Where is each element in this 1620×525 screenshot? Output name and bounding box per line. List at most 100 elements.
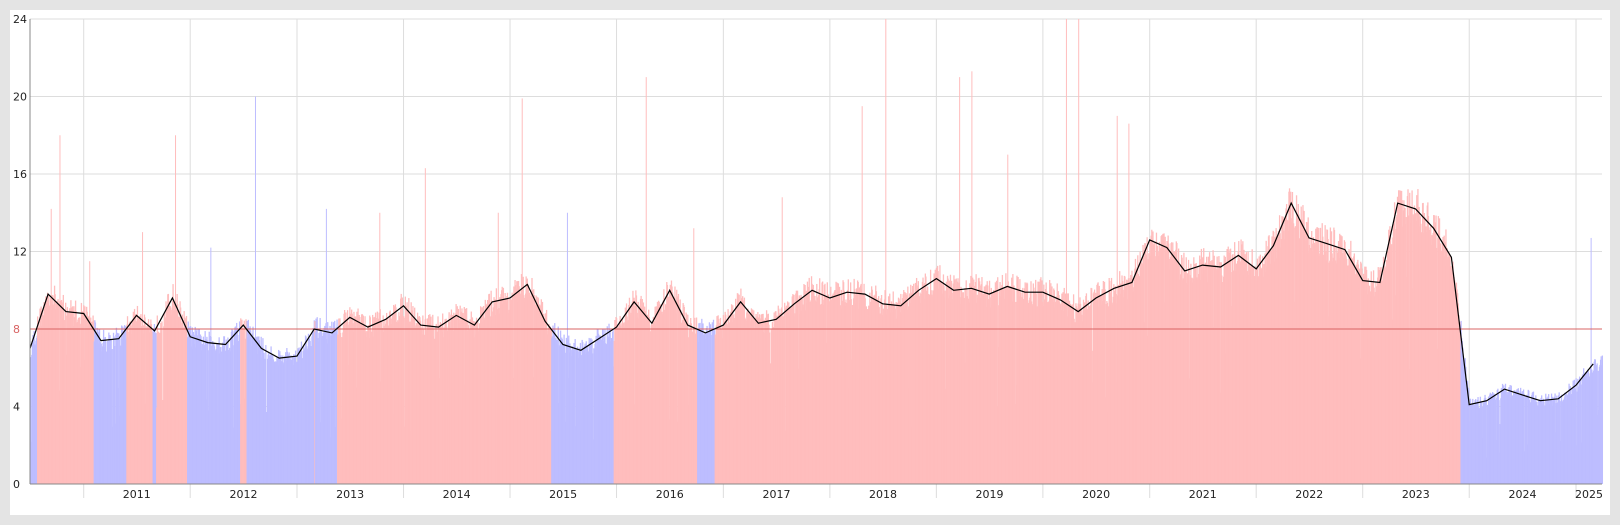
daily-bar (944, 290, 946, 484)
daily-bar (732, 314, 734, 484)
daily-bar (232, 345, 234, 484)
daily-bar (1498, 400, 1500, 484)
daily-bar (574, 339, 576, 484)
daily-bar (845, 299, 847, 484)
daily-bar (300, 341, 303, 484)
daily-bar (1106, 302, 1109, 484)
bar-layer (30, 19, 1604, 485)
spike-bar (885, 19, 887, 484)
spike-bar (1078, 19, 1080, 484)
spike-bar (1116, 115, 1118, 484)
daily-bar (111, 349, 113, 484)
daily-bar (391, 313, 394, 484)
x-year-label: 2025 (1575, 488, 1603, 501)
x-year-label: 2024 (1508, 488, 1536, 501)
x-year-label: 2015 (549, 488, 577, 501)
daily-bar (687, 314, 689, 484)
daily-bar (1104, 289, 1106, 484)
spike-bar (1065, 19, 1067, 484)
daily-bar (339, 332, 342, 484)
daily-bar (1188, 268, 1190, 484)
daily-bar (1298, 238, 1301, 484)
spike-bar (693, 228, 695, 484)
x-year-label: 2023 (1402, 488, 1430, 501)
spike-bar (959, 77, 961, 484)
daily-bar (1601, 355, 1604, 484)
daily-bar (910, 292, 912, 484)
chart-frame: 0 4 8 12 16 20 24 2011 2012 2013 2014 2015 2016 2017 2… (10, 10, 1610, 515)
daily-bar (1485, 400, 1487, 484)
y-tick-label: 12 (13, 246, 27, 259)
daily-bar (334, 320, 336, 484)
x-year-label: 2014 (443, 488, 471, 501)
spike-bar (521, 98, 523, 484)
daily-bar (676, 289, 678, 484)
x-year-label: 2019 (975, 488, 1003, 501)
daily-bar (1523, 393, 1525, 484)
daily-bar (409, 321, 411, 484)
spike-bar (379, 212, 381, 484)
daily-bar (114, 345, 116, 484)
daily-bar (94, 322, 97, 484)
y-tick-label: 16 (13, 168, 27, 181)
daily-bar (663, 289, 665, 484)
daily-bar (1176, 242, 1178, 484)
x-year-label: 2012 (229, 488, 257, 501)
daily-bar (238, 321, 241, 484)
daily-values-chart: 0 4 8 12 16 2024 2011 2012 2013 2014 2015 2016 2017 2… (13, 13, 1604, 501)
daily-bar (667, 296, 670, 484)
daily-bar (404, 296, 406, 484)
daily-bar (161, 321, 163, 484)
daily-bar (144, 317, 146, 484)
daily-bar (519, 293, 521, 484)
x-year-label: 2011 (123, 488, 151, 501)
daily-bar (403, 317, 405, 484)
y-tick-label: 0 (13, 478, 20, 491)
daily-bar (784, 307, 786, 484)
daily-bar (592, 353, 594, 484)
daily-bar (1014, 290, 1016, 484)
spike-bar (59, 135, 61, 484)
daily-bar (549, 326, 551, 484)
daily-bar (995, 280, 998, 484)
daily-bar (660, 304, 662, 484)
y-tick-label: 20 (13, 91, 27, 104)
x-year-label: 2018 (869, 488, 897, 501)
daily-bar (907, 286, 909, 484)
daily-bar (564, 352, 566, 484)
x-year-label: 2021 (1189, 488, 1217, 501)
spike-bar (89, 261, 91, 484)
spike-bar (861, 106, 863, 484)
daily-bar (118, 333, 120, 484)
spike-bar (1007, 154, 1009, 484)
daily-bar (1354, 264, 1356, 484)
spike-bar (142, 232, 144, 484)
daily-bar (1407, 215, 1410, 484)
daily-bar (1580, 379, 1582, 484)
daily-bar (425, 330, 427, 484)
daily-bar (1219, 262, 1221, 484)
x-year-label: 2016 (656, 488, 684, 501)
daily-bar (607, 336, 609, 484)
y-tick-label: 4 (13, 401, 20, 414)
x-year-label: 2022 (1295, 488, 1323, 501)
daily-bar (1232, 254, 1234, 484)
daily-bar (319, 318, 321, 484)
moving-average-layer (29, 201, 1594, 406)
daily-bar (283, 356, 286, 484)
spike-bar (1128, 123, 1130, 484)
daily-bar (30, 357, 32, 484)
spike-bar (1590, 237, 1592, 484)
moving-average-line (29, 201, 1594, 406)
daily-bar (633, 297, 635, 484)
daily-bar (579, 342, 582, 484)
spike-bar (645, 77, 647, 484)
x-year-label: 2017 (762, 488, 790, 501)
daily-bar (461, 308, 463, 484)
y-tick-label: 8 (13, 323, 20, 336)
daily-bar (610, 338, 613, 484)
spike-bar (971, 71, 973, 484)
x-year-label: 2020 (1082, 488, 1110, 501)
x-year-label: 2013 (336, 488, 364, 501)
spike-bar (325, 208, 327, 484)
